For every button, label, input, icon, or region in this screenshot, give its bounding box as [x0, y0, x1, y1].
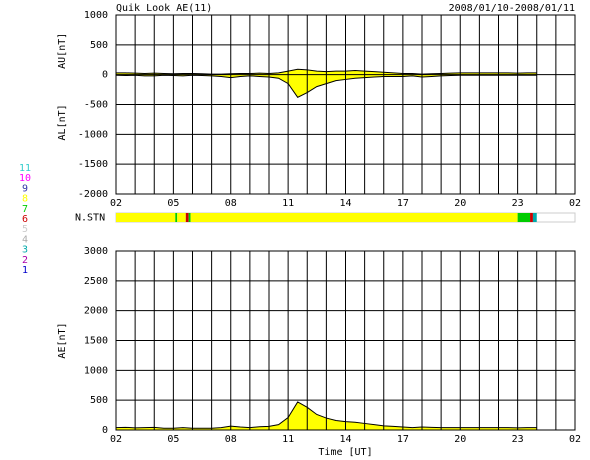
x-tick-label: 02 [110, 198, 122, 209]
station-segment [175, 213, 178, 222]
station-legend-label: 4 [22, 234, 28, 245]
x-tick-label: 20 [454, 198, 466, 209]
y-axis-label: AL[nT] [57, 104, 68, 140]
x-tick-label: 11 [282, 434, 294, 445]
y-tick-label: 1000 [84, 10, 108, 21]
station-segment [185, 213, 189, 222]
y-axis-label: AE[nT] [57, 322, 68, 358]
x-tick-label: 14 [339, 434, 351, 445]
data-line [115, 74, 537, 98]
x-tick-label: 20 [454, 434, 466, 445]
y-tick-label: 500 [90, 395, 108, 406]
station-segment [532, 213, 537, 222]
station-segment [177, 213, 186, 222]
y-tick-label: 2500 [84, 276, 108, 287]
x-tick-label: 23 [512, 434, 524, 445]
station-segment [530, 213, 533, 222]
station-legend-label: 11 [19, 163, 31, 174]
station-legend-label: 10 [19, 173, 31, 184]
x-tick-label: 08 [225, 434, 237, 445]
data-line [115, 401, 537, 429]
station-legend-label: 7 [22, 204, 28, 215]
y-tick-label: 0 [102, 70, 108, 81]
station-legend-label: 1 [22, 265, 28, 276]
station-legend-label: 9 [22, 183, 28, 194]
x-tick-label: 08 [225, 198, 237, 209]
y-tick-label: -2000 [78, 189, 108, 200]
station-legend-label: 2 [22, 255, 28, 266]
y-tick-label: -1500 [78, 159, 108, 170]
x-tick-label: 02 [110, 434, 122, 445]
x-tick-label: 05 [167, 434, 179, 445]
plot-frame [115, 250, 576, 431]
data-line [116, 68, 537, 75]
station-segment [116, 213, 176, 222]
x-tick-label: 02 [569, 198, 581, 209]
x-tick-label: 23 [512, 198, 524, 209]
station-legend-label: 6 [22, 214, 28, 225]
x-tick-label: 11 [282, 198, 294, 209]
y-tick-label: 1500 [84, 336, 108, 347]
y-tick-label: -1000 [78, 129, 108, 140]
x-tick-label: 05 [167, 198, 179, 209]
y-tick-label: 2000 [84, 306, 108, 317]
station-legend-label: 8 [22, 194, 28, 205]
y-axis-label: AU[nT] [57, 33, 68, 69]
station-segment [188, 213, 191, 222]
station-segment [190, 213, 518, 222]
x-tick-label: 17 [397, 198, 409, 209]
x-tick-label: 17 [397, 434, 409, 445]
y-tick-label: 500 [90, 40, 108, 51]
x-tick-label: 02 [569, 434, 581, 445]
plot-frame [115, 14, 576, 195]
station-legend-label: 3 [22, 245, 28, 256]
station-segment [517, 213, 531, 222]
station-bar-label: N.STN [75, 213, 105, 224]
x-tick-label: 14 [339, 198, 351, 209]
station-legend-label: 5 [22, 224, 28, 235]
y-tick-label: 0 [102, 425, 108, 436]
title: Quik Look AE(11) [116, 3, 212, 14]
y-tick-label: 1000 [84, 365, 108, 376]
y-tick-label: 3000 [84, 246, 108, 257]
y-tick-label: -500 [84, 100, 108, 111]
x-axis-label: Time [UT] [318, 447, 372, 458]
date-range: 2008/01/10-2008/01/11 [449, 3, 575, 14]
